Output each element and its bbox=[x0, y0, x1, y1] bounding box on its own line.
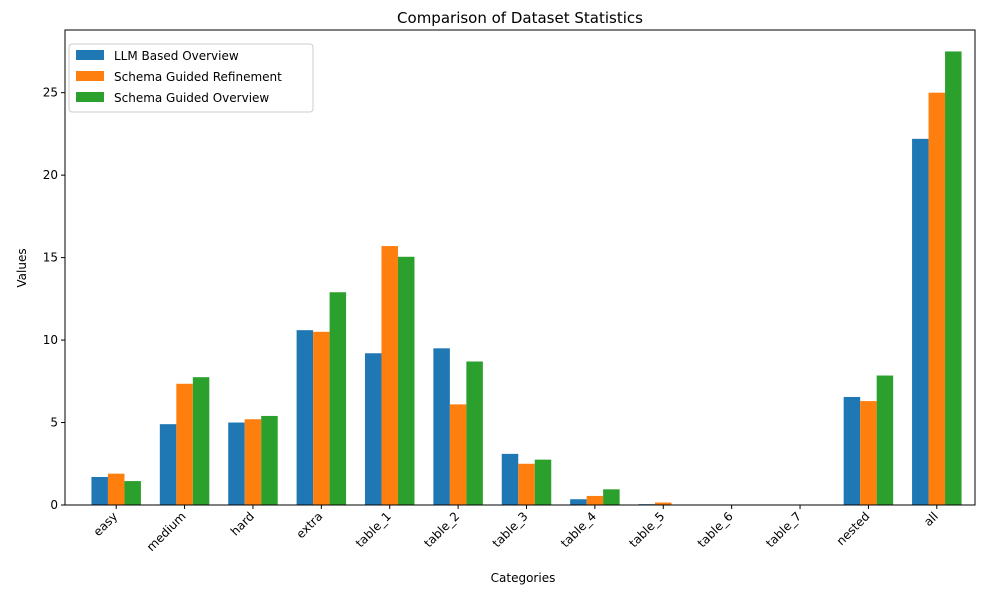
bar-medium-series-3 bbox=[192, 377, 210, 505]
chart-title: Comparison of Dataset Statistics bbox=[397, 9, 643, 27]
y-tick-label-10: 10 bbox=[43, 333, 58, 347]
bar-hard-series-3 bbox=[261, 415, 278, 505]
bar-table_1-series-2 bbox=[381, 246, 398, 505]
plot-frame bbox=[64, 29, 976, 506]
bar-table_2-series-1 bbox=[433, 348, 450, 505]
legend-frame bbox=[68, 43, 314, 113]
bars-layer bbox=[91, 51, 962, 506]
legend-swatch-3 bbox=[76, 92, 104, 102]
bar-all-series-3 bbox=[945, 51, 962, 505]
bar-hard-series-2 bbox=[244, 419, 262, 505]
bar-medium-series-2 bbox=[176, 383, 193, 505]
y-axis: 0 5 10 15 20 25 bbox=[43, 86, 65, 512]
y-axis-title: Values bbox=[15, 248, 29, 287]
y-tick-label-20: 20 bbox=[43, 168, 58, 182]
bar-table_4-series-2 bbox=[586, 495, 604, 505]
bar-easy-series-1 bbox=[91, 476, 108, 505]
bar-table_4-series-1 bbox=[570, 499, 587, 505]
legend: LLM Based Overview Schema Guided Refineme… bbox=[68, 43, 314, 113]
bar-table_2-series-2 bbox=[449, 404, 467, 505]
bar-table_1-series-3 bbox=[397, 256, 415, 505]
bar-table_5-series-2 bbox=[655, 502, 672, 505]
x-axis-title: Categories bbox=[491, 571, 556, 585]
bar-table_1-series-1 bbox=[364, 353, 382, 505]
bar-table_3-series-1 bbox=[501, 453, 519, 505]
y-tick-label-25: 25 bbox=[43, 86, 58, 100]
bar-table_3-series-2 bbox=[518, 463, 535, 505]
bar-nested-series-3 bbox=[876, 375, 894, 505]
bar-easy-series-2 bbox=[107, 473, 125, 505]
bar-table_3-series-3 bbox=[534, 459, 552, 505]
y-tick-label-15: 15 bbox=[43, 251, 58, 265]
bar-easy-series-3 bbox=[124, 481, 141, 505]
legend-label-1: LLM Based Overview bbox=[114, 49, 239, 63]
legend-label-2: Schema Guided Refinement bbox=[114, 70, 282, 84]
legend-label-3: Schema Guided Overview bbox=[114, 91, 269, 105]
y-tick-label-0: 0 bbox=[50, 498, 58, 512]
bar-nested-series-2 bbox=[860, 401, 877, 505]
legend-swatch-2 bbox=[76, 71, 104, 81]
bar-extra-series-1 bbox=[296, 330, 314, 505]
bar-medium-series-1 bbox=[159, 424, 177, 505]
bar-all-series-2 bbox=[928, 92, 946, 506]
legend-swatch-1 bbox=[76, 50, 104, 60]
bar-table_4-series-3 bbox=[603, 489, 620, 505]
bar-all-series-1 bbox=[912, 138, 929, 505]
bar-nested-series-1 bbox=[843, 396, 861, 505]
bar-extra-series-3 bbox=[329, 292, 347, 505]
bar-table_2-series-3 bbox=[466, 361, 483, 505]
y-tick-label-5: 5 bbox=[50, 416, 58, 430]
bar-extra-series-2 bbox=[313, 331, 330, 505]
bar-hard-series-1 bbox=[228, 422, 245, 505]
